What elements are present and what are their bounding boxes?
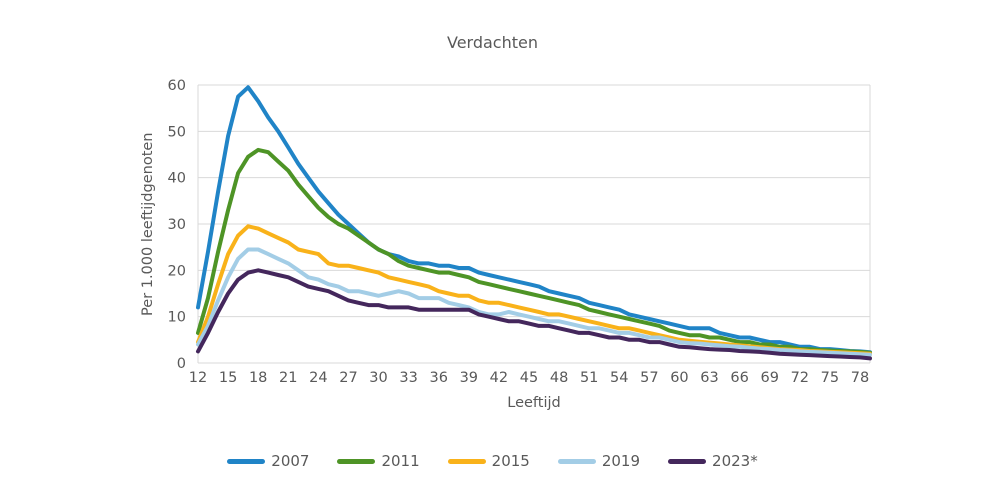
x-tick-label: 51 (580, 370, 598, 386)
x-tick-label: 30 (369, 370, 387, 386)
legend-label: 2019 (601, 452, 641, 470)
y-tick-label: 30 (168, 217, 186, 233)
y-tick-label: 10 (168, 310, 186, 326)
chart-title: Verdachten (447, 33, 538, 52)
y-tick-label: 0 (177, 356, 186, 372)
legend-label: 2023* (712, 452, 758, 470)
x-tick-label: 39 (460, 370, 478, 386)
x-tick-label: 12 (189, 370, 207, 386)
x-tick-label: 15 (219, 370, 237, 386)
x-tick-label: 57 (640, 370, 658, 386)
legend-swatch-icon (447, 458, 486, 464)
legend-item-2007[interactable]: 2007 (227, 452, 309, 470)
legend-item-2011[interactable]: 2011 (337, 452, 420, 470)
x-tick-label: 24 (309, 370, 327, 386)
y-tick-label: 40 (168, 171, 186, 187)
x-tick-label: 69 (760, 370, 778, 386)
legend-item-2019[interactable]: 2019 (557, 452, 641, 470)
series-line-2015 (196, 224, 872, 356)
series-line-2007 (196, 85, 872, 355)
y-axis-title: Per 1.000 leeftijdgenoten (140, 132, 156, 316)
x-tick-label: 48 (550, 370, 568, 386)
x-tick-label: 18 (249, 370, 267, 386)
series-line-2019 (196, 247, 872, 357)
x-tick-label: 54 (610, 370, 628, 386)
legend-label: 2007 (271, 452, 310, 470)
legend-swatch-icon (227, 458, 266, 464)
x-tick-label: 33 (399, 370, 417, 386)
legend-swatch-icon (557, 458, 596, 464)
x-tick-label: 78 (851, 370, 869, 386)
x-tick-label: 36 (429, 370, 447, 386)
y-tick-label: 60 (168, 78, 186, 94)
x-tick-label: 45 (520, 370, 538, 386)
legend-swatch-icon (337, 458, 376, 464)
legend-label: 2015 (491, 452, 530, 470)
x-tick-label: 27 (339, 370, 357, 386)
x-tick-label: 75 (821, 370, 839, 386)
y-tick-label: 50 (168, 124, 186, 140)
x-tick-label: 66 (730, 370, 748, 386)
x-tick-label: 72 (791, 370, 809, 386)
x-tick-label: 63 (700, 370, 718, 386)
legend-swatch-icon (668, 458, 707, 464)
x-axis-title: Leeftijd (507, 395, 561, 411)
series-line-2011 (196, 147, 872, 355)
x-tick-label: 42 (490, 370, 508, 386)
legend-item-2015[interactable]: 2015 (447, 452, 530, 470)
legend: 2007 2011 2015 2019 2023* (0, 452, 985, 470)
y-tick-label: 20 (168, 263, 186, 279)
legend-label: 2011 (381, 452, 420, 470)
legend-item-2023[interactable]: 2023* (668, 452, 758, 470)
x-tick-label: 60 (670, 370, 688, 386)
x-tick-label: 21 (279, 370, 297, 386)
series-line-2023 (196, 268, 872, 361)
